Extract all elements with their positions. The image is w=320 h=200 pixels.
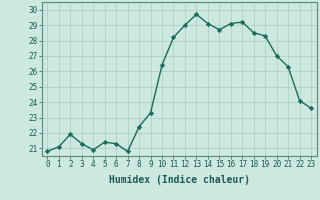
X-axis label: Humidex (Indice chaleur): Humidex (Indice chaleur) xyxy=(109,175,250,185)
